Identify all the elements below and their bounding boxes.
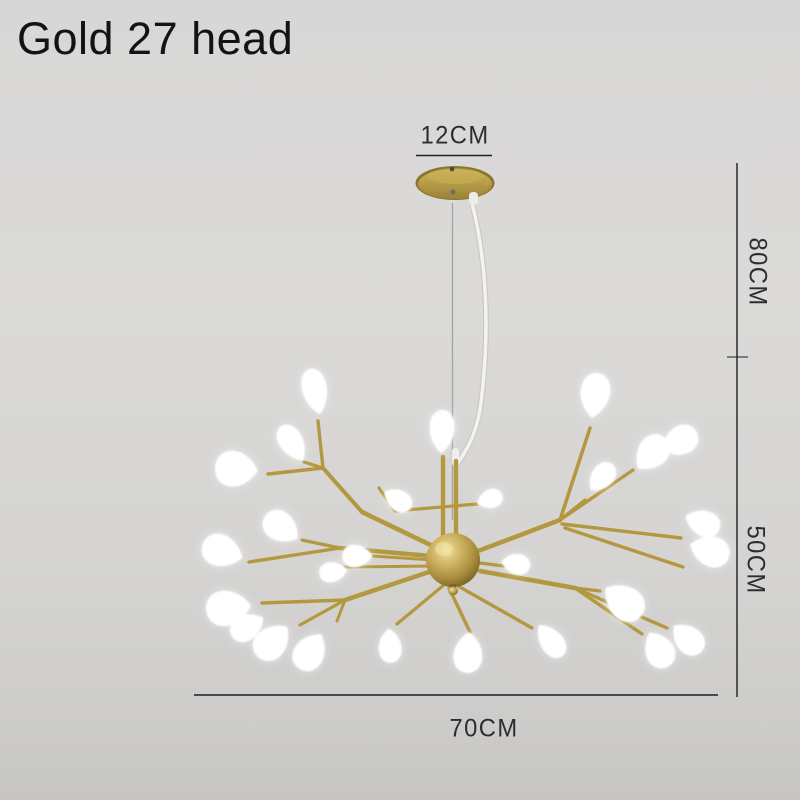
bulb-layer <box>201 368 730 673</box>
dim-label-canopy-width: 12CM <box>420 121 490 150</box>
bulb-head <box>645 632 676 669</box>
bulb-head <box>690 536 730 568</box>
bulb-head <box>580 373 611 418</box>
bulb-head <box>342 544 373 568</box>
hanging-cables <box>451 202 489 520</box>
bulb-head <box>384 489 413 513</box>
dim-label-cord-length: 80CM <box>743 237 772 307</box>
bulb-head <box>292 634 325 672</box>
bulb-head <box>453 632 483 673</box>
bulb-head <box>477 488 503 509</box>
bulb-head <box>685 510 721 538</box>
ceiling-canopy <box>415 166 495 205</box>
branch-rod <box>563 526 685 569</box>
branch-rod <box>342 568 435 603</box>
bulb-head <box>215 450 258 487</box>
branch-rod <box>300 538 342 550</box>
dim-label-fixture-height: 50CM <box>741 525 770 595</box>
finial-knob <box>448 586 458 596</box>
branch-rod <box>475 517 563 554</box>
finial-stem <box>450 584 456 589</box>
branch-rod <box>478 561 506 568</box>
bulb-head <box>276 424 305 461</box>
branch-rod <box>573 586 644 636</box>
branch-rod <box>260 598 347 605</box>
bulb-head <box>229 614 264 643</box>
branch-rod <box>298 598 347 627</box>
branch-rod <box>342 564 435 569</box>
bulb-head <box>262 509 298 542</box>
bulb-head <box>378 628 402 663</box>
branch-rod <box>370 554 435 562</box>
bulb-head <box>319 562 348 583</box>
bulb-head <box>662 424 699 455</box>
branch-rod <box>359 509 444 553</box>
canopy-cord-outlet <box>469 192 478 205</box>
canopy-screw-center <box>450 189 456 195</box>
canopy-screw-top <box>449 166 455 172</box>
bulb-head <box>301 368 328 415</box>
branch-rod <box>447 586 472 634</box>
branch-rod <box>266 466 325 476</box>
bulb-head <box>589 462 617 491</box>
bulb-head <box>538 625 567 659</box>
page-title: Gold 27 head <box>17 13 294 64</box>
bulb-head <box>605 585 645 622</box>
branch-rod <box>477 568 578 591</box>
bulb-head <box>252 625 289 662</box>
dimension-lines <box>194 154 748 697</box>
branch-rod <box>316 419 325 470</box>
branch-rod <box>558 426 592 522</box>
branch-rod <box>395 582 447 626</box>
branch-rod <box>560 522 683 540</box>
dim-label-fixture-width: 70CM <box>449 714 519 743</box>
power-cord <box>455 202 488 466</box>
branch-rod <box>456 584 534 630</box>
bulb-head <box>201 533 243 567</box>
branch-rod <box>247 546 342 564</box>
bulb-head <box>636 434 671 470</box>
bulb-head <box>673 624 705 656</box>
branch-rod <box>335 598 347 623</box>
bulb-head <box>501 554 531 575</box>
bulb-head <box>429 410 455 453</box>
branch-rod <box>558 498 587 522</box>
branch-rod <box>321 466 364 514</box>
center-ball <box>426 533 480 596</box>
